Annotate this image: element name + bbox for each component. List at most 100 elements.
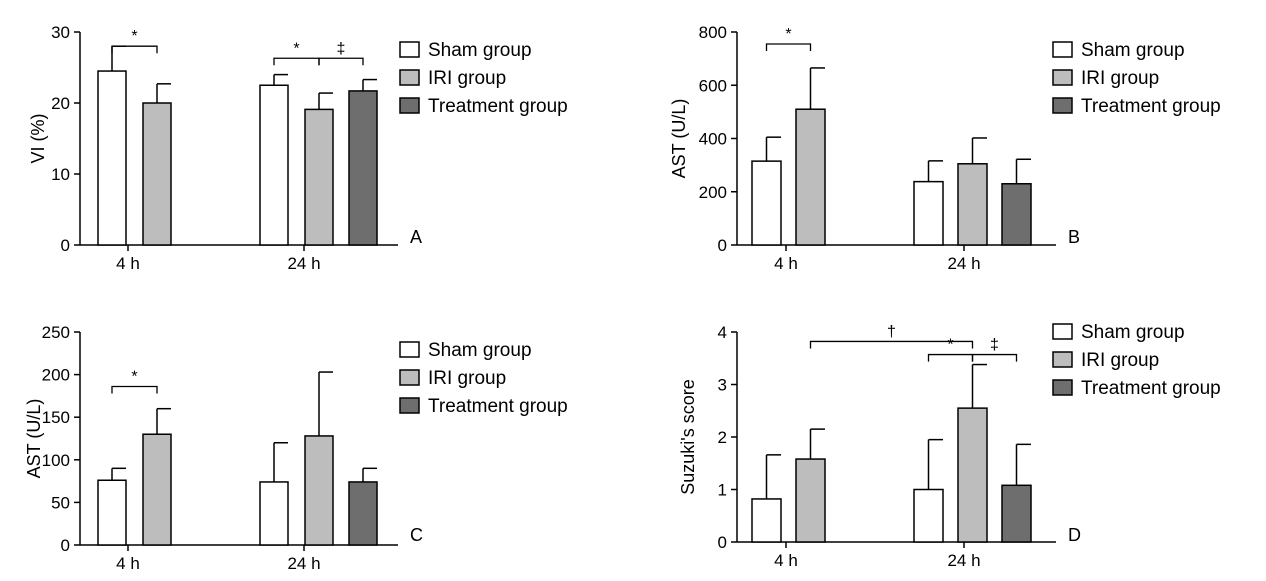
chart-panel-b: 0 200 400 600 800 AST (U/L) 4 h 24 h * Sham group…: [669, 23, 1221, 273]
x-category-label: 24 h: [287, 254, 320, 273]
y-tick-label: 400: [699, 130, 727, 149]
legend-label: IRI group: [428, 68, 506, 89]
bar: [259, 481, 289, 546]
y-tick-label: 200: [699, 183, 727, 202]
legend-swatch: [1052, 69, 1073, 86]
significance-bracket: [111, 45, 158, 54]
legend-label: IRI group: [1081, 68, 1159, 89]
significance-label: *: [785, 26, 791, 43]
bar: [97, 479, 127, 546]
legend-swatch: [399, 397, 420, 414]
x-category-label: 4 h: [774, 254, 798, 273]
panel-label: C: [410, 525, 423, 545]
significance-label: *: [293, 40, 299, 57]
significance-bracket: [111, 385, 158, 394]
legend-swatch: [1052, 351, 1073, 368]
bar: [1001, 484, 1032, 543]
x-category-label: 24 h: [287, 554, 320, 573]
bar: [957, 163, 988, 246]
legend-label: Sham group: [1081, 322, 1185, 343]
significance-label: ‡: [990, 337, 999, 354]
legend-label: IRI group: [1081, 350, 1159, 371]
bar: [142, 433, 172, 546]
bar: [97, 70, 127, 246]
x-category-label: 4 h: [774, 551, 798, 570]
legend-swatch: [1052, 323, 1073, 340]
bar: [957, 407, 988, 543]
legend-swatch: [399, 369, 420, 386]
y-tick-label: 600: [699, 76, 727, 95]
legend-label: Sham group: [428, 40, 532, 61]
y-tick-label: 200: [42, 366, 70, 385]
bar: [795, 108, 826, 246]
y-tick-label: 50: [51, 493, 70, 512]
significance-label: *: [131, 28, 137, 45]
significance-bracket: [809, 340, 974, 349]
x-category-label: 4 h: [116, 554, 140, 573]
legend-swatch: [1052, 379, 1073, 396]
y-tick-label: 20: [51, 94, 70, 113]
legend-label: Sham group: [428, 340, 532, 361]
bar: [913, 488, 944, 543]
legend-swatch: [399, 69, 420, 86]
y-tick-label: 30: [51, 23, 70, 42]
legend-swatch: [399, 341, 420, 358]
legend-label: Treatment group: [1081, 378, 1221, 399]
bar: [348, 481, 378, 546]
y-tick-label: 0: [718, 236, 727, 255]
bar: [304, 435, 334, 546]
bar: [304, 108, 334, 246]
significance-label: *: [131, 369, 137, 386]
chart-panel-d: 0 1 2 3 4 Suzuki's score 4 h 24 h † * ‡ Sham group I…: [678, 322, 1221, 570]
bar: [259, 84, 289, 246]
y-tick-label: 0: [718, 533, 727, 552]
chart-panel-c: 0 50 100 150 200 250 AST (U/L) 4 h 24 h * Sham gro…: [24, 323, 568, 573]
panel-label: D: [1068, 525, 1081, 545]
y-tick-label: 1: [718, 481, 727, 500]
significance-bracket: [765, 43, 812, 51]
y-tick-label: 4: [718, 323, 727, 342]
x-category-label: 4 h: [116, 254, 140, 273]
legend-swatch: [399, 97, 420, 114]
legend-label: Treatment group: [1081, 96, 1221, 117]
y-tick-label: 0: [61, 536, 70, 555]
x-category-label: 24 h: [947, 254, 980, 273]
y-tick-label: 800: [699, 23, 727, 42]
y-tick-label: 10: [51, 165, 70, 184]
y-tick-label: 250: [42, 323, 70, 342]
y-tick-label: 2: [718, 428, 727, 447]
chart-panel-a: 0 10 20 30 VI (%) 4 h 24 h * * ‡ Sham group IRI gro…: [28, 23, 568, 273]
significance-bracket: [318, 57, 364, 66]
y-tick-label: 0: [61, 236, 70, 255]
significance-bracket: [273, 57, 320, 66]
legend-label: IRI group: [428, 368, 506, 389]
significance-label: †: [887, 323, 896, 340]
y-axis-label: AST (U/L): [669, 99, 689, 179]
significance-label: ‡: [337, 40, 346, 57]
legend-label: Sham group: [1081, 40, 1185, 61]
legend-label: Treatment group: [428, 96, 568, 117]
bar: [1001, 183, 1032, 246]
bar: [751, 160, 782, 246]
legend-label: Treatment group: [428, 396, 568, 417]
bar: [913, 180, 944, 246]
legend-swatch: [1052, 97, 1073, 114]
significance-bracket: [971, 353, 1018, 362]
panel-label: A: [410, 227, 422, 247]
panel-label: B: [1068, 227, 1080, 247]
legend-swatch: [399, 41, 420, 58]
significance-bracket: [927, 353, 974, 362]
y-tick-label: 150: [42, 408, 70, 427]
y-tick-label: 100: [42, 451, 70, 470]
bar: [348, 90, 378, 246]
bar: [751, 498, 782, 543]
y-axis-label: Suzuki's score: [678, 379, 698, 494]
y-axis-label: AST (U/L): [24, 399, 44, 479]
x-category-label: 24 h: [947, 551, 980, 570]
y-axis-label: VI (%): [28, 113, 48, 163]
y-tick-label: 3: [718, 376, 727, 395]
bar: [142, 102, 172, 246]
legend-swatch: [1052, 41, 1073, 58]
significance-label: *: [947, 337, 953, 354]
